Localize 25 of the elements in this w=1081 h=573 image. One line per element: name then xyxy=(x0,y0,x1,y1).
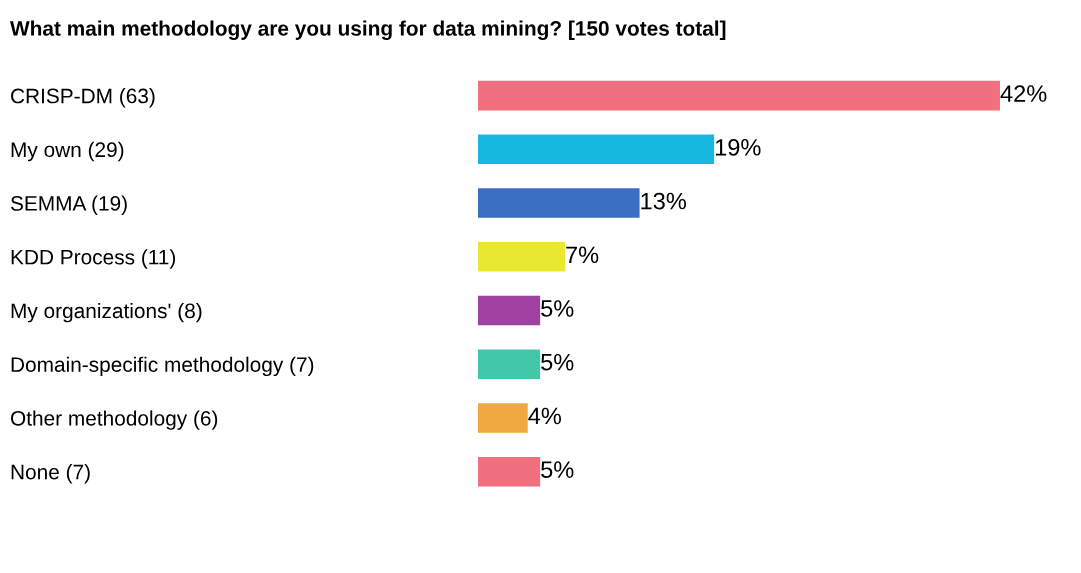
data-label: 13% xyxy=(641,192,686,210)
y-tick-label: Other methodology (6) xyxy=(10,410,218,430)
bar xyxy=(478,80,1000,111)
bar xyxy=(478,242,565,272)
bar xyxy=(478,188,640,218)
data-label: 19% xyxy=(715,138,761,156)
y-tick-label: SEMMA (19) xyxy=(10,195,127,215)
y-tick-label: My organizations' (8) xyxy=(11,302,202,323)
bar xyxy=(478,456,541,487)
bar xyxy=(478,403,528,433)
y-tick-label: My own (29) xyxy=(11,141,124,162)
data-label: 42% xyxy=(1000,85,1047,102)
y-tick-label: Domain-specific methodology (7) xyxy=(11,356,314,377)
chart-title: What main methodology are you using for data mining? [150 votes total] xyxy=(10,20,726,40)
y-tick-label: KDD Process (11) xyxy=(11,249,176,269)
y-tick-label: None (7) xyxy=(11,464,90,484)
bar xyxy=(478,134,715,165)
data-label: 7% xyxy=(566,246,599,264)
bar xyxy=(478,349,541,379)
data-label: 5% xyxy=(541,461,574,478)
bar xyxy=(478,295,541,326)
data-label: 4% xyxy=(528,407,561,425)
data-label: 5% xyxy=(541,353,574,371)
y-tick-label: CRISP-DM (63) xyxy=(11,88,155,108)
data-label: 5% xyxy=(541,300,574,317)
